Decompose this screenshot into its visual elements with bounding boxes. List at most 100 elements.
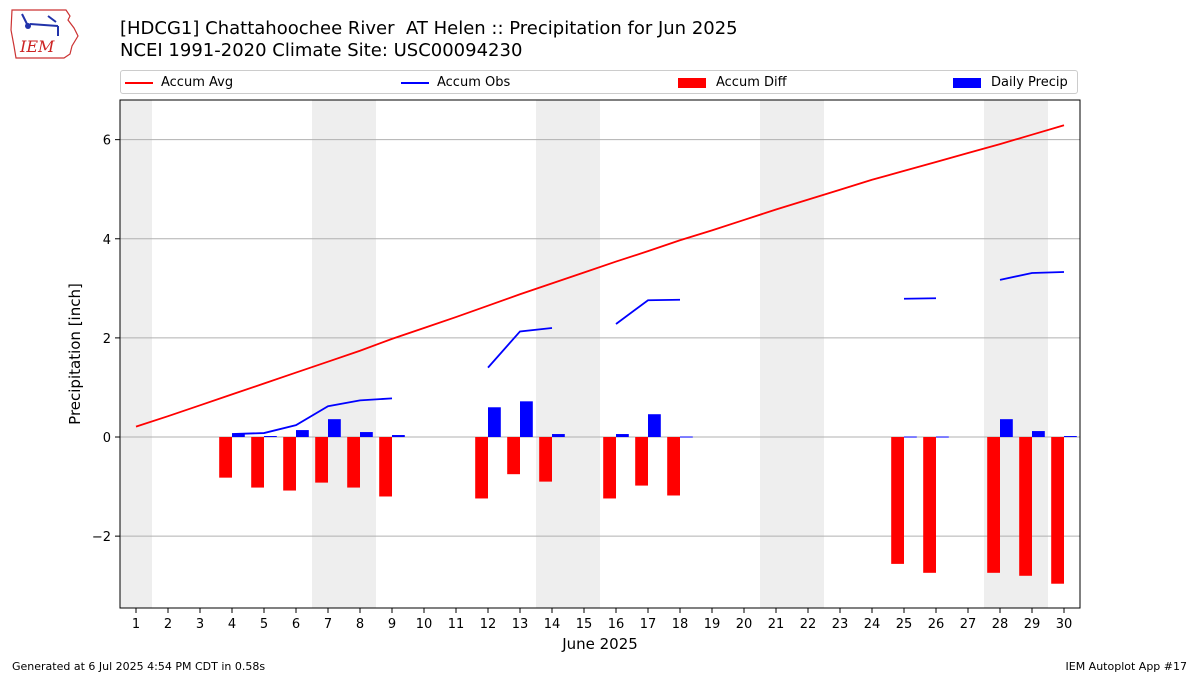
daily-precip-bar <box>552 434 565 438</box>
y-tick-label: 6 <box>103 134 111 149</box>
x-tick-label: 20 <box>736 617 753 632</box>
x-tick-label: 21 <box>768 617 785 632</box>
station-symbol-icon <box>21 13 59 36</box>
x-tick-label: 12 <box>480 617 497 632</box>
accum-diff-bar <box>891 437 904 564</box>
app-credit: IEM Autoplot App #17 <box>1065 660 1188 673</box>
x-tick-label: 16 <box>608 617 625 632</box>
accum-avg-line <box>135 124 1065 428</box>
generated-timestamp: Generated at 6 Jul 2025 4:54 PM CDT in 0… <box>12 660 266 673</box>
y-axis-label: Precipitation [inch] <box>66 283 84 425</box>
accum-diff-bar <box>283 437 296 491</box>
accum-diff-bar <box>667 437 680 496</box>
x-tick-label: 27 <box>960 617 977 632</box>
legend-label: Accum Avg <box>161 75 234 90</box>
accum-obs-line <box>999 271 1065 281</box>
accum-diff-bar <box>1019 437 1032 576</box>
chart-title: [HDCG1] Chattahoochee River AT Helen :: … <box>120 18 738 39</box>
daily-precip-bar <box>1000 419 1013 438</box>
x-tick-label: 24 <box>864 617 881 632</box>
iem-logo: IEM <box>10 9 79 59</box>
daily-precip-bar <box>488 407 501 438</box>
legend-item-accum-obs: Accum Obs <box>401 74 510 92</box>
accum-obs-line <box>615 298 681 325</box>
logo-text: IEM <box>19 37 55 56</box>
accum-obs-line <box>487 327 553 369</box>
x-tick-label: 25 <box>896 617 913 632</box>
x-tick-label: 10 <box>416 617 433 632</box>
x-tick-label: 9 <box>388 617 396 632</box>
weekend-shade <box>312 100 376 608</box>
x-tick-label: 11 <box>448 617 465 632</box>
x-tick-label: 19 <box>704 617 721 632</box>
accum-obs-line <box>231 397 393 435</box>
daily-precip-bar <box>616 434 629 438</box>
x-tick-label: 29 <box>1024 617 1041 632</box>
x-tick-label: 1 <box>132 617 140 632</box>
station-dot-icon <box>25 23 31 29</box>
x-tick-label: 30 <box>1056 617 1073 632</box>
x-axis-label: June 2025 <box>561 635 638 653</box>
legend-swatch-accum-diff <box>678 77 706 88</box>
daily-precip-bar <box>648 414 661 438</box>
accum-diff-bar <box>315 437 328 483</box>
daily-precip-bar <box>936 436 949 438</box>
legend-label: Accum Diff <box>716 75 787 90</box>
accum-diff-bar <box>219 437 232 478</box>
y-tick-label: 4 <box>103 233 111 248</box>
x-tick-label: 18 <box>672 617 689 632</box>
y-tick-label: 0 <box>103 431 111 446</box>
accum-diff-bar <box>539 437 552 482</box>
daily-precip-bar <box>264 436 277 438</box>
accum-diff-bar <box>507 437 520 475</box>
weekend-shade <box>536 100 600 608</box>
legend-label: Accum Obs <box>437 75 511 90</box>
legend-item-accum-diff: Accum Diff <box>678 74 787 92</box>
accum-diff-bar <box>475 437 488 499</box>
accum-diff-bar <box>987 437 1000 573</box>
x-tick-label: 17 <box>640 617 657 632</box>
accum-diff-bar <box>635 437 648 486</box>
chart-legend: Accum Avg Accum Obs Accum Diff Daily Pre… <box>120 70 1078 94</box>
x-tick-label: 6 <box>292 617 300 632</box>
daily-precip-bar <box>520 401 533 438</box>
x-tick-label: 2 <box>164 617 172 632</box>
daily-precip-bar <box>392 435 405 438</box>
daily-precip-bar <box>1064 436 1077 438</box>
accum-diff-bar <box>251 437 264 488</box>
accum-diff-bar <box>1051 437 1064 584</box>
legend-item-daily-precip: Daily Precip <box>953 74 1068 92</box>
iowa-outline-icon <box>10 9 79 59</box>
legend-swatch-accum-obs <box>401 81 429 84</box>
x-tick-label: 3 <box>196 617 204 632</box>
daily-precip-bar <box>360 432 373 438</box>
x-tick-label: 14 <box>544 617 561 632</box>
accum-diff-bar <box>923 437 936 573</box>
x-tick-label: 22 <box>800 617 817 632</box>
weekend-shade <box>760 100 824 608</box>
x-tick-label: 26 <box>928 617 945 632</box>
weekend-shade <box>120 100 152 608</box>
legend-swatch-accum-avg <box>125 81 153 84</box>
daily-precip-bar <box>680 436 693 438</box>
x-tick-label: 28 <box>992 617 1009 632</box>
daily-precip-bar <box>296 430 309 438</box>
x-tick-label: 15 <box>576 617 593 632</box>
y-tick-label: 2 <box>103 332 111 347</box>
chart-subtitle: NCEI 1991-2020 Climate Site: USC00094230 <box>120 40 523 61</box>
x-tick-label: 7 <box>324 617 332 632</box>
daily-precip-bar <box>1032 431 1045 438</box>
x-tick-label: 23 <box>832 617 849 632</box>
accum-diff-bar <box>603 437 616 499</box>
x-tick-label: 5 <box>260 617 268 632</box>
plot-frame <box>119 99 1081 609</box>
x-tick-label: 13 <box>512 617 529 632</box>
daily-precip-bar <box>232 434 245 438</box>
x-tick-label: 4 <box>228 617 236 632</box>
daily-precip-bar <box>328 419 341 438</box>
accum-diff-bar <box>347 437 360 488</box>
legend-swatch-daily-precip <box>953 77 981 88</box>
y-tick-label: −2 <box>92 530 111 545</box>
legend-label: Daily Precip <box>991 75 1068 90</box>
